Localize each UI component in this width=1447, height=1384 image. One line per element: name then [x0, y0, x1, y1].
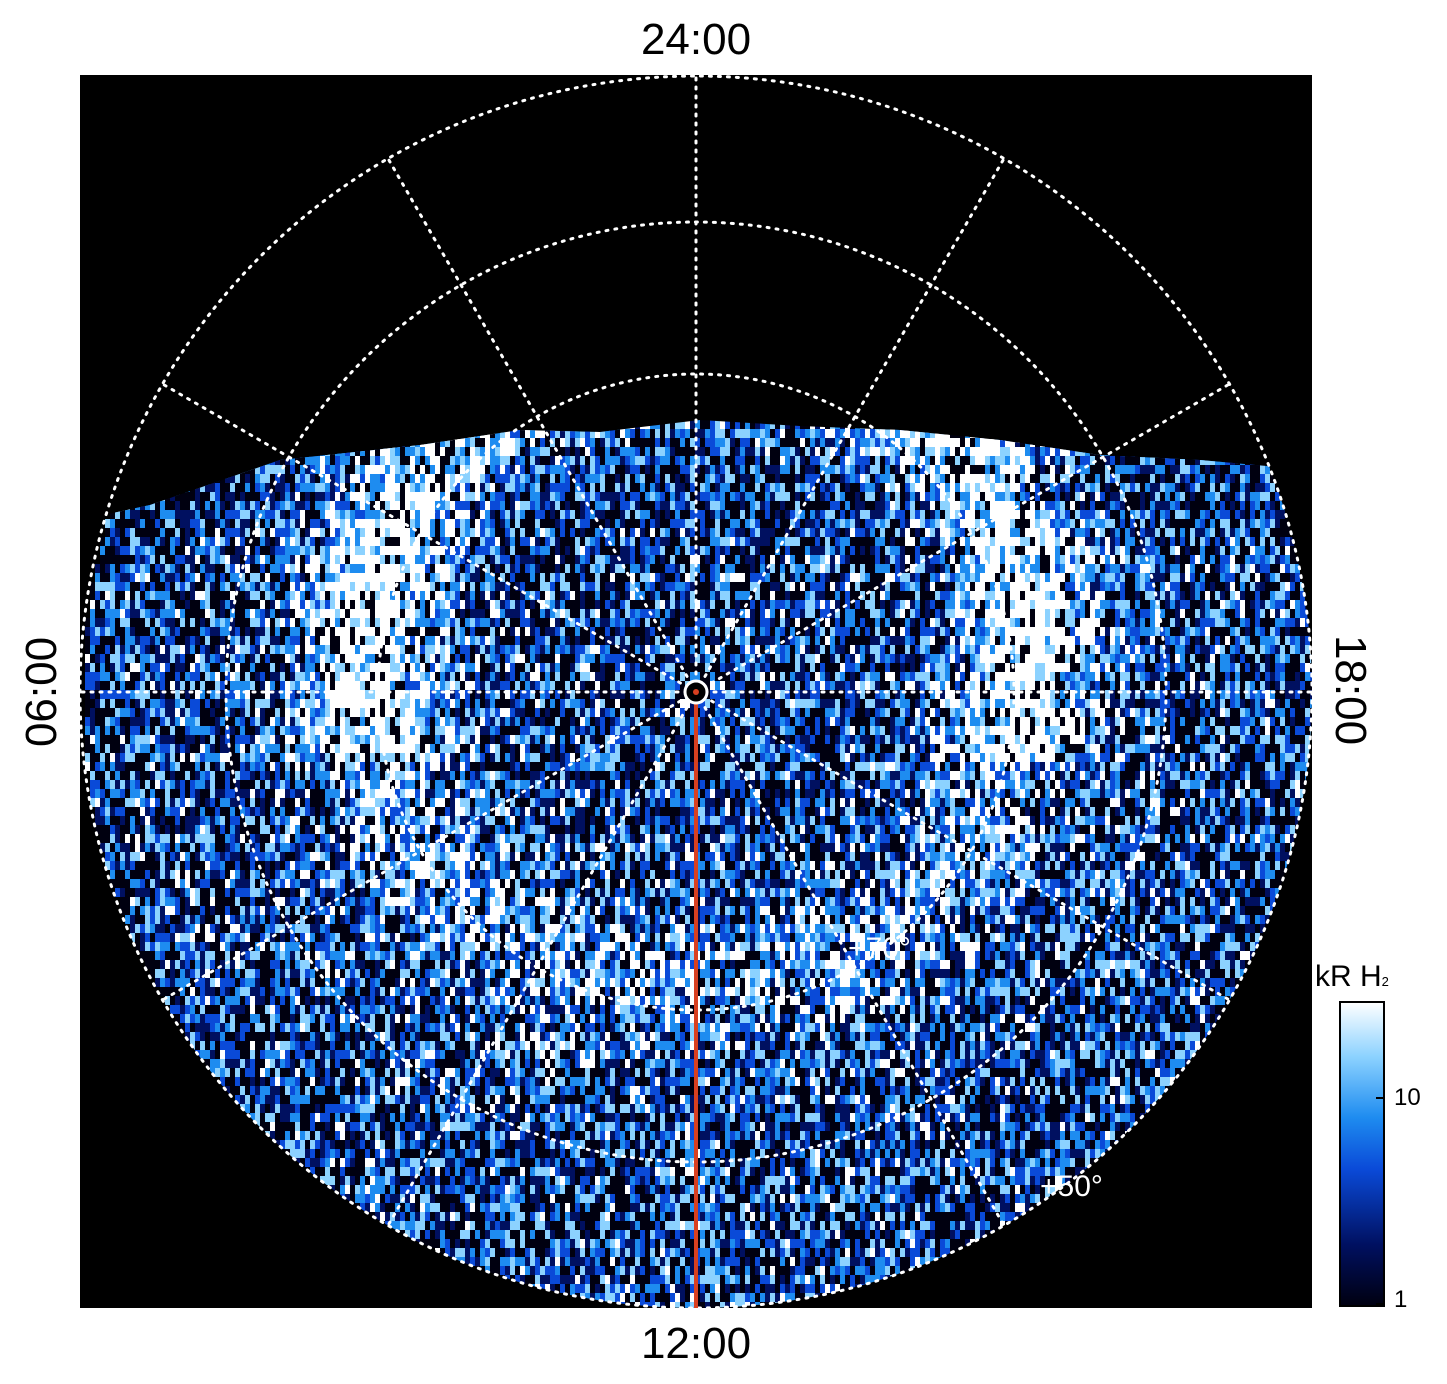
local-time-label-top: 24:00 [641, 18, 751, 62]
latitude-label-50: +50° [1040, 1170, 1103, 1203]
colorbar-unit-sub: 2 [1382, 974, 1389, 989]
colorbar [1340, 1002, 1384, 1306]
pole-marker-center [693, 689, 699, 695]
local-time-label-right: 18:00 [1328, 635, 1372, 745]
latitude-label-70: +70° [848, 932, 911, 965]
colorbar-unit-main: kR H [1315, 960, 1382, 993]
colorbar-unit: kR H2 [1315, 962, 1389, 992]
local-time-label-bottom: 12:00 [641, 1322, 751, 1366]
colorbar-tick-1: 1 [1394, 1288, 1407, 1312]
local-time-label-left: 06:00 [20, 637, 64, 747]
colorbar-tick-10: 10 [1394, 1086, 1421, 1110]
